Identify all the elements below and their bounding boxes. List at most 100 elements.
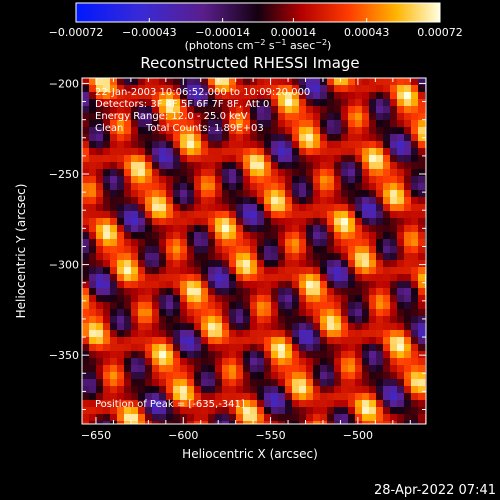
heatmap-cell [250,85,257,92]
heatmap-cell [222,358,229,365]
heatmap-cell [96,232,103,239]
heatmap-cell [215,281,222,288]
heatmap-cell [292,330,299,337]
heatmap-cell [229,246,236,253]
heatmap-cell [131,176,138,183]
heatmap-cell [229,92,236,99]
heatmap-cell [131,197,138,204]
heatmap-cell [215,365,222,372]
heatmap-cell [222,204,229,211]
heatmap-cell [327,225,334,232]
heatmap-cell [250,358,257,365]
heatmap-cell [271,197,278,204]
heatmap-cell [271,162,278,169]
heatmap-cell [194,288,201,295]
heatmap-cell [89,393,96,400]
heatmap-cell [236,204,243,211]
heatmap-cell [103,267,110,274]
heatmap-cell [96,148,103,155]
heatmap-cell [138,120,145,127]
heatmap-cell [327,323,334,330]
heatmap-cell [180,106,187,113]
heatmap-cell [243,302,250,309]
heatmap-cell [292,421,299,424]
heatmap-cell [306,330,313,337]
heatmap-cell [180,120,187,127]
heatmap-cell [243,365,250,372]
heatmap-cell [131,393,138,400]
heatmap-cell [131,134,138,141]
heatmap-cell [124,344,131,351]
heatmap-cell [138,386,145,393]
heatmap-cell [194,337,201,344]
heatmap-cell [271,85,278,92]
heatmap-cell [418,169,425,176]
heatmap-cell [264,407,271,414]
heatmap-cell [208,106,215,113]
heatmap-cell [110,386,117,393]
heatmap-cell [250,197,257,204]
heatmap-cell [411,169,418,176]
heatmap-cell [411,295,418,302]
heatmap-cell [96,99,103,106]
heatmap-cell [376,127,383,134]
heatmap-cell [229,169,236,176]
heatmap-cell [397,288,404,295]
heatmap-cell [166,260,173,267]
heatmap-cell [383,337,390,344]
heatmap-cell [278,267,285,274]
heatmap-cell [222,85,229,92]
heatmap-cell [257,274,264,281]
heatmap-cell [271,169,278,176]
heatmap-cell [264,358,271,365]
heatmap-cell [208,316,215,323]
heatmap-cell [117,253,124,260]
heatmap-cell [145,155,152,162]
heatmap-cell [369,267,376,274]
heatmap-cell [369,92,376,99]
heatmap-cell [285,134,292,141]
heatmap-cell [194,176,201,183]
heatmap-cell [292,365,299,372]
heatmap-cell [159,281,166,288]
heatmap-cell [313,120,320,127]
heatmap-cell [264,78,271,85]
heatmap-cell [110,162,117,169]
heatmap-cell [173,183,180,190]
heatmap-cell [320,260,327,267]
heatmap-cell [320,344,327,351]
heatmap-cell [96,421,103,424]
heatmap-cell [96,225,103,232]
heatmap-cell [117,232,124,239]
heatmap-cell [194,239,201,246]
heatmap-cell [369,281,376,288]
heatmap-cell [187,225,194,232]
heatmap-cell [355,274,362,281]
heatmap-cell [376,295,383,302]
heatmap-cell [117,120,124,127]
heatmap-cell [250,295,257,302]
heatmap-cell [278,78,285,85]
heatmap-cell [334,386,341,393]
heatmap-cell [250,148,257,155]
heatmap-cell [236,85,243,92]
heatmap-cell [117,141,124,148]
heatmap-cell [243,323,250,330]
heatmap-cell [82,344,89,351]
heatmap-cell [306,218,313,225]
heatmap-cell [222,344,229,351]
heatmap-cell [152,99,159,106]
heatmap-cell [285,176,292,183]
heatmap-cell [376,400,383,407]
heatmap-cell [285,99,292,106]
heatmap-cell [152,113,159,120]
heatmap-cell [166,323,173,330]
heatmap-cell [173,267,180,274]
heatmap-cell [208,400,215,407]
heatmap-cell [257,372,264,379]
heatmap-cell [173,344,180,351]
heatmap-cell [278,204,285,211]
heatmap-cell [138,414,145,421]
heatmap-cell [124,92,131,99]
heatmap-cell [334,365,341,372]
